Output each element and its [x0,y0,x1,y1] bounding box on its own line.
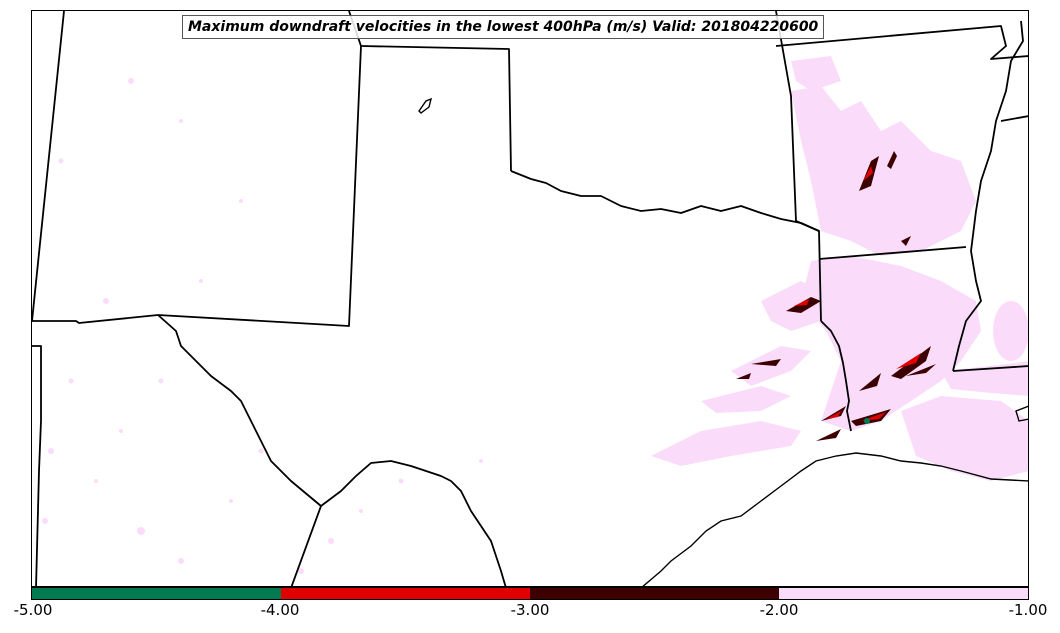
colorbar-segment-light [779,588,1028,599]
downdraft-area-upper [791,56,841,91]
core [794,299,809,306]
border-red-river [510,170,820,232]
speckle [178,558,184,564]
speckle [137,527,145,535]
speckle [158,378,164,384]
border-arizona-new-mexico [32,11,65,322]
core [887,151,897,169]
map-panel [31,10,1029,587]
colorbar-tick-label: -3.00 [510,601,550,619]
speckle [128,78,134,84]
core [864,418,870,424]
political-boundaries [32,11,1028,586]
gulf-coast [642,452,1028,586]
border-arkansas-louisiana [818,246,967,260]
core [816,429,841,441]
speckle [359,509,363,513]
core [906,364,936,376]
map-canvas [32,11,1028,586]
colorbar-tick-label: -1.00 [1008,601,1048,619]
border-oklahoma-north [360,45,512,172]
core [821,406,846,421]
border-oklahoma-arkansas [775,11,822,322]
border-mexico-west [32,314,159,324]
border-mississippi-river [952,20,1024,372]
extreme-downdraft-cores [864,418,870,424]
coastline [418,97,1028,586]
border-missouri-kentucky [775,25,1028,60]
border-rio-grande [157,314,507,586]
core [751,359,781,366]
speckle [94,479,98,483]
speckle [42,518,48,524]
speckle [199,279,203,283]
colorbar-tick-label: -4.00 [260,601,300,619]
lake-pontchartrain [1015,405,1028,422]
border-mexico-state [290,505,322,586]
core [901,236,911,246]
map-title: Maximum downdraft velocities in the lowe… [182,15,825,39]
lake-shape [418,97,433,114]
speckle [229,499,233,503]
downdraft-area-gulf [901,396,1028,481]
colorbar-tick-label: -5.00 [13,601,53,619]
speckle [179,119,183,123]
speckle [68,378,74,384]
speckle [398,478,404,484]
light-downdraft-areas [42,56,1028,574]
strong-downdraft-cores [794,166,921,421]
speckle [298,568,304,574]
speckle [479,459,483,463]
speckle [328,538,334,544]
colorbar-segment-strong [281,588,530,599]
border-new-mexico-mexico [32,345,42,586]
downdraft-area-band3 [651,421,801,466]
colorbar-segment-extreme [32,588,281,599]
border-sabine-river [820,320,852,432]
colorbar-tick-label: -2.00 [759,601,799,619]
border-new-mexico-texas [157,11,362,327]
downdraft-area-band1 [731,346,811,386]
core [896,353,921,369]
downdraft-area-band2 [701,386,791,413]
border-louisiana-mississippi [952,365,1028,372]
downdraft-area-far-east [993,301,1028,361]
speckle [48,448,54,454]
downdraft-area-east [801,256,981,431]
core [736,373,751,379]
border-tennessee [1000,115,1028,122]
speckle [258,448,264,454]
downdraft-area-northeast [791,86,976,256]
speckle [103,298,109,304]
speckle [239,199,243,203]
core [826,411,841,419]
colorbar [31,587,1029,600]
colorbar-segment-moderate [530,588,779,599]
speckle [119,429,123,433]
speckle [58,158,64,164]
core [859,373,881,391]
core [863,166,873,181]
